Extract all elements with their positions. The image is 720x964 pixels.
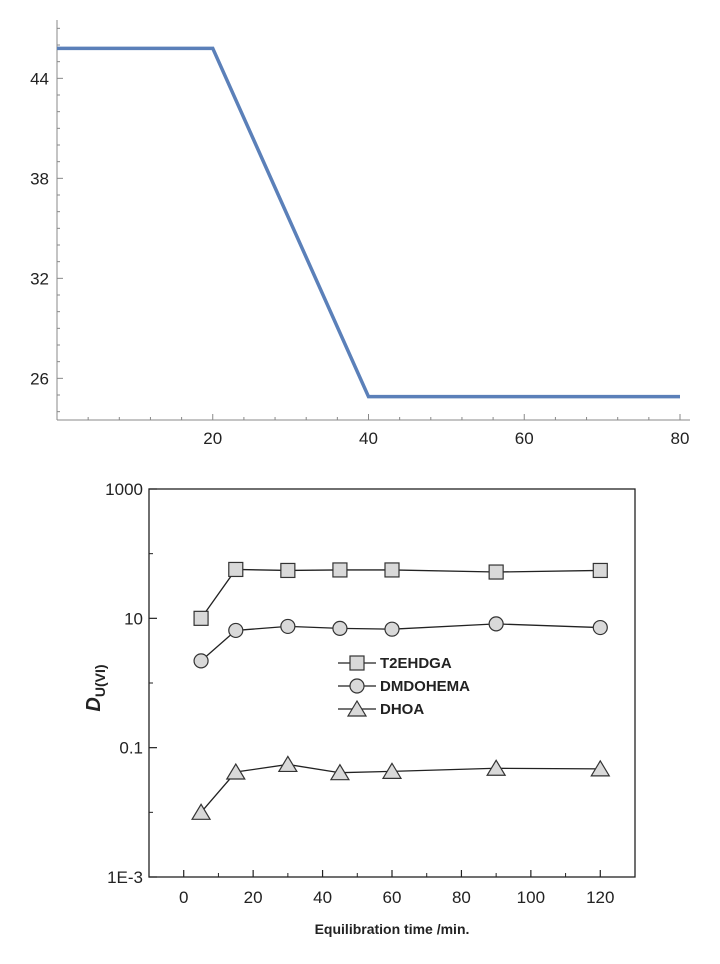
y-tick-label: 10 xyxy=(124,609,143,628)
legend-label: DHOA xyxy=(380,701,424,718)
y-tick-label: 26 xyxy=(30,369,49,388)
y-axis-label: DU(VI) xyxy=(83,664,108,711)
lower-log-chart: 0 20 40 60 80 100 120 1E-3 0.1 10 1000 T2EHDGA DMDO… xyxy=(83,480,636,937)
x-tick-label: 0 xyxy=(179,888,188,907)
data-point-dmdohema xyxy=(332,620,348,636)
data-point-dhoa xyxy=(590,759,611,777)
y-tick-label: 38 xyxy=(30,169,49,188)
data-point-dmdohema xyxy=(384,621,400,637)
data-point-t2ehdga xyxy=(280,562,296,579)
y-tick-label: 32 xyxy=(30,269,49,288)
legend-label: DMDOHEMA xyxy=(380,678,470,695)
y-tick-label: 1E-3 xyxy=(107,868,143,887)
x-axis-label: Equilibration time /min. xyxy=(315,921,470,937)
x-tick-label: 120 xyxy=(586,888,614,907)
y-tick-label: 44 xyxy=(30,69,49,88)
x-tick-label: 80 xyxy=(671,429,690,448)
legend-marker-dhoa xyxy=(346,699,368,717)
x-tick-label: 60 xyxy=(515,429,534,448)
y-tick-label: 0.1 xyxy=(119,739,143,758)
data-point-dhoa xyxy=(329,763,350,781)
data-point-t2ehdga xyxy=(193,610,209,626)
series-line-dhoa xyxy=(200,763,601,813)
y-tick-label: 1000 xyxy=(105,480,143,499)
legend-marker-dmdohema xyxy=(349,678,365,694)
legend: T2EHDGA DMDOHEMA DHOA xyxy=(338,655,470,718)
y-axis-label-main: D xyxy=(83,697,105,711)
legend-marker-t2ehdga xyxy=(349,655,365,671)
data-point-dhoa xyxy=(225,762,246,780)
data-point-dhoa xyxy=(191,803,212,820)
data-point-dhoa xyxy=(486,759,507,776)
series-line-t2ehdga xyxy=(200,568,601,619)
series-line xyxy=(57,46,680,399)
data-point-t2ehdga xyxy=(228,561,244,578)
y-axis-label-sub: U(VI) xyxy=(92,664,108,697)
data-point-dmdohema xyxy=(193,653,209,669)
data-point-dmdohema xyxy=(280,618,296,635)
data-point-dhoa xyxy=(277,755,298,773)
x-tick-label: 20 xyxy=(203,429,222,448)
x-tick-label: 100 xyxy=(517,888,545,907)
data-point-t2ehdga xyxy=(488,564,504,580)
legend-label: T2EHDGA xyxy=(380,655,452,672)
x-tick-label: 60 xyxy=(383,888,402,907)
x-tick-label: 80 xyxy=(452,888,471,907)
data-point-t2ehdga xyxy=(384,562,400,578)
data-point-dmdohema xyxy=(488,616,504,632)
data-point-t2ehdga xyxy=(332,562,348,578)
data-point-dhoa xyxy=(381,762,403,779)
data-point-t2ehdga xyxy=(592,562,608,579)
data-point-dmdohema xyxy=(228,622,244,639)
x-tick-label: 20 xyxy=(244,888,263,907)
x-tick-label: 40 xyxy=(313,888,332,907)
x-tick-label: 40 xyxy=(359,429,378,448)
upper-line-chart: 20 40 60 80 26 32 38 44 xyxy=(30,20,690,448)
data-point-dmdohema xyxy=(592,619,608,636)
